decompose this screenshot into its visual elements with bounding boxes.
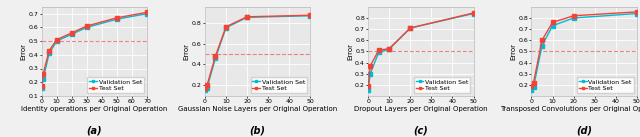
Validation Set — [212, 57, 220, 59]
Test Set — [203, 85, 211, 86]
X-axis label: Gaussian Noise Layers per Original Operation: Gaussian Noise Layers per Original Opera… — [178, 106, 337, 112]
Test Set — [38, 85, 45, 86]
Test Set — [538, 39, 546, 41]
Test Set — [243, 16, 251, 18]
Test Set — [307, 14, 314, 16]
Validation Set — [470, 13, 477, 14]
Validation Set — [548, 25, 556, 27]
Validation Set — [243, 16, 251, 18]
Test Set — [527, 86, 535, 87]
Validation Set — [367, 73, 374, 75]
Validation Set — [201, 89, 209, 91]
Y-axis label: Error: Error — [510, 43, 516, 60]
Test Set — [83, 25, 91, 27]
Text: (a): (a) — [86, 126, 102, 136]
Test Set — [633, 11, 640, 13]
Validation Set — [38, 88, 45, 89]
Test Set — [530, 82, 538, 83]
Line: Validation Set: Validation Set — [203, 14, 312, 92]
Validation Set — [222, 27, 230, 29]
Test Set — [470, 12, 477, 14]
Validation Set — [385, 48, 393, 50]
Validation Set — [364, 89, 372, 91]
Test Set — [68, 32, 76, 34]
Validation Set — [538, 45, 546, 47]
Validation Set — [113, 18, 121, 20]
X-axis label: Identity operations per Original Operation: Identity operations per Original Operati… — [21, 106, 168, 112]
X-axis label: Dropout Layers per Original Operation: Dropout Layers per Original Operation — [354, 106, 488, 112]
Test Set — [364, 86, 372, 87]
Legend: Validation Set, Test Set: Validation Set, Test Set — [251, 77, 307, 93]
Line: Validation Set: Validation Set — [40, 12, 148, 90]
Line: Test Set: Test Set — [367, 11, 476, 88]
Line: Test Set: Test Set — [530, 10, 639, 88]
Legend: Validation Set, Test Set: Validation Set, Test Set — [414, 77, 470, 93]
Validation Set — [83, 27, 91, 28]
Test Set — [570, 15, 577, 17]
Test Set — [39, 73, 47, 75]
Text: (d): (d) — [576, 126, 592, 136]
Test Set — [113, 17, 121, 19]
Validation Set — [53, 40, 61, 42]
Test Set — [367, 65, 374, 67]
Validation Set — [45, 53, 53, 54]
Test Set — [143, 12, 151, 13]
Validation Set — [39, 79, 47, 80]
Line: Validation Set: Validation Set — [530, 12, 639, 92]
Test Set — [548, 22, 556, 23]
Validation Set — [307, 15, 314, 17]
Validation Set — [375, 52, 383, 53]
Test Set — [385, 48, 393, 49]
Validation Set — [143, 13, 151, 15]
Validation Set — [633, 13, 640, 14]
Test Set — [375, 49, 383, 51]
Validation Set — [570, 17, 577, 19]
Validation Set — [203, 87, 211, 89]
Test Set — [45, 50, 53, 52]
Test Set — [201, 87, 209, 89]
Y-axis label: Error: Error — [20, 43, 26, 60]
Line: Test Set: Test Set — [203, 14, 312, 90]
Validation Set — [406, 27, 414, 29]
X-axis label: Transposed Convolutions per Original Operation: Transposed Convolutions per Original Ope… — [500, 106, 640, 112]
Text: (b): (b) — [250, 126, 266, 136]
Y-axis label: Error: Error — [347, 43, 353, 60]
Test Set — [222, 26, 230, 28]
Text: (c): (c) — [413, 126, 428, 136]
Test Set — [406, 27, 414, 29]
Validation Set — [68, 33, 76, 35]
Test Set — [212, 55, 220, 57]
Line: Test Set: Test Set — [40, 11, 148, 87]
Test Set — [53, 39, 61, 41]
Validation Set — [530, 86, 538, 88]
Validation Set — [527, 89, 535, 91]
Y-axis label: Error: Error — [184, 43, 189, 60]
Legend: Validation Set, Test Set: Validation Set, Test Set — [577, 77, 634, 93]
Legend: Validation Set, Test Set: Validation Set, Test Set — [87, 77, 144, 93]
Line: Validation Set: Validation Set — [367, 12, 476, 92]
